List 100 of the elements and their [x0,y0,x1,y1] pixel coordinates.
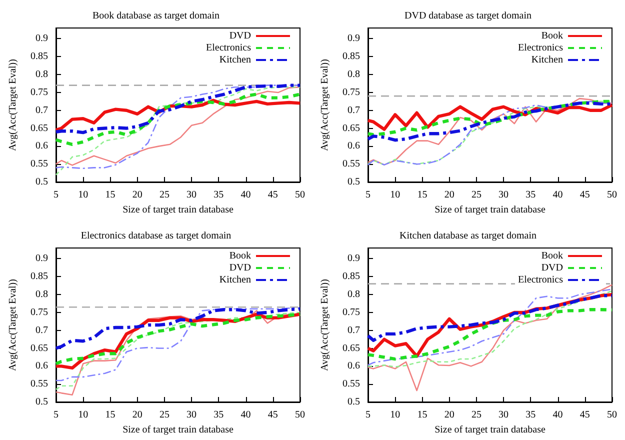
x-tick-label: 50 [607,410,617,420]
y-tick-label: 0.7 [348,324,360,336]
y-tick-label: 0.75 [342,86,360,98]
legend-label: Electronics [518,274,564,286]
line-series [55,308,301,382]
x-tick-label: 35 [526,410,536,420]
x-tick-label: 5 [54,190,58,200]
y-tick-label: 0.85 [30,51,48,62]
x-axis-title: Size of target train database [434,424,546,436]
x-tick-label: 20 [132,410,142,420]
x-tick-label: 45 [268,190,278,200]
x-tick-label: 25 [159,190,170,200]
y-tick-label: 0.65 [342,342,360,354]
legend-label: Book [229,250,251,262]
x-tick-label: 10 [390,410,400,420]
line-series [54,307,302,350]
x-axis-title: Size of target train database [434,204,546,216]
y-tick-label: 0.5 [348,176,360,188]
y-tick-label: 0.55 [30,378,48,390]
x-tick-label: 10 [78,190,88,200]
y-tick-label: 0.55 [30,158,48,170]
y-axis-title: Avg(Acc(Target Eval)) [8,59,18,151]
x-axis-title: Size of target train database [122,204,234,216]
line-series [366,308,614,361]
y-tick-label: 0.5 [348,396,360,408]
chart-title: Electronics database as target domain [80,230,232,242]
y-tick-label: 0.85 [342,51,360,62]
line-series [366,103,614,131]
x-tick-label: 30 [498,190,509,200]
y-tick-label: 0.5 [36,176,48,188]
y-tick-label: 0.7 [36,324,48,336]
x-tick-label: 50 [607,190,617,200]
line-series [54,92,302,146]
x-tick-label: 35 [526,190,536,200]
x-tick-label: 40 [240,190,251,200]
y-tick-label: 0.9 [348,33,360,44]
x-tick-label: 20 [132,190,142,200]
y-tick-label: 0.65 [30,122,48,134]
legend-label: Kitchen [531,54,563,66]
x-tick-label: 30 [186,190,197,200]
x-tick-label: 45 [580,410,590,420]
y-tick-label: 0.8 [36,69,48,80]
y-axis-title: Avg(Acc(Target Eval)) [320,279,330,371]
legend-label: Electronics [206,42,252,54]
legend-label: Electronics [518,42,564,54]
y-tick-label: 0.75 [30,306,48,318]
y-axis-title: Avg(Acc(Target Eval)) [8,279,18,371]
y-tick-label: 0.55 [342,158,360,170]
x-tick-label: 40 [240,410,251,420]
x-tick-label: 30 [498,410,509,420]
line-series [366,294,614,342]
chart-title: Book database as target domain [92,10,220,22]
y-tick-label: 0.9 [36,253,48,264]
x-tick-label: 50 [295,190,305,200]
x-tick-label: 10 [78,410,88,420]
x-tick-label: 40 [552,410,563,420]
y-tick-label: 0.7 [36,104,48,116]
y-tick-label: 0.75 [342,306,360,318]
x-axis-title: Size of target train database [122,424,234,436]
x-tick-label: 35 [214,190,224,200]
legend-label: Book [541,250,563,262]
x-tick-label: 5 [366,190,370,200]
y-tick-label: 0.5 [36,396,48,408]
line-series [54,84,302,134]
x-tick-label: 20 [444,410,454,420]
y-tick-label: 0.85 [342,271,360,282]
legend-label: Kitchen [219,54,251,66]
legend-label: DVD [229,262,251,274]
x-tick-label: 35 [214,410,224,420]
y-tick-label: 0.9 [348,253,360,264]
y-tick-label: 0.65 [342,122,360,134]
x-tick-label: 20 [444,190,454,200]
x-tick-label: 30 [186,410,197,420]
x-tick-label: 15 [105,190,116,200]
y-tick-label: 0.6 [36,360,48,372]
chart-title: Kitchen database as target domain [400,230,536,242]
y-tick-label: 0.6 [348,140,360,152]
y-tick-label: 0.8 [36,289,48,300]
x-tick-label: 10 [390,190,400,200]
y-tick-label: 0.9 [36,33,48,44]
y-tick-label: 0.55 [342,378,360,390]
x-tick-label: 25 [471,410,482,420]
x-tick-label: 15 [105,410,116,420]
x-tick-label: 15 [417,190,428,200]
line-series [367,284,613,392]
legend-label: DVD [229,30,251,42]
y-tick-label: 0.65 [30,342,48,354]
y-tick-label: 0.8 [348,69,360,80]
x-tick-label: 50 [295,410,305,420]
y-tick-label: 0.6 [36,140,48,152]
x-tick-label: 45 [268,410,278,420]
y-tick-label: 0.7 [348,104,360,116]
x-tick-label: 5 [366,410,370,420]
legend-label: Kitchen [219,274,251,286]
chart-title: DVD database as target domain [404,10,532,22]
x-tick-label: 40 [552,190,563,200]
y-tick-label: 0.6 [348,360,360,372]
y-axis-title: Avg(Acc(Target Eval)) [320,59,330,151]
x-tick-label: 25 [159,410,170,420]
x-tick-label: 15 [417,410,428,420]
